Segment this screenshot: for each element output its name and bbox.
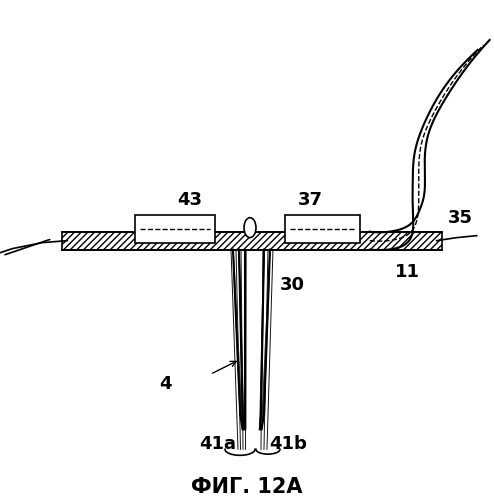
Polygon shape [239,250,244,430]
Polygon shape [262,250,270,430]
Bar [285,214,360,242]
Text: 35: 35 [448,208,473,226]
Text: 30: 30 [280,276,305,293]
Text: 41a: 41a [200,436,237,454]
Text: 11: 11 [395,262,420,280]
Text: 4: 4 [159,376,171,394]
Polygon shape [260,250,264,430]
Text: 41b: 41b [269,436,307,454]
Bar [62,232,442,250]
Ellipse shape [244,218,256,238]
Text: ФИГ. 12А: ФИГ. 12А [191,478,303,498]
Polygon shape [233,250,243,430]
Text: 37: 37 [297,190,323,208]
Text: 43: 43 [177,190,203,208]
Bar [135,214,215,242]
